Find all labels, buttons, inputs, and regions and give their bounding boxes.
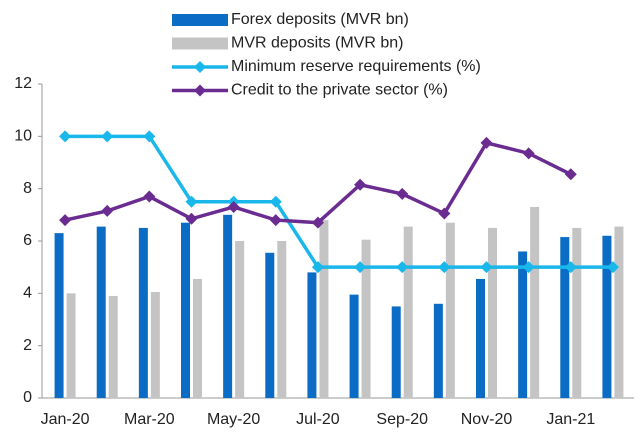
marker — [311, 261, 324, 274]
y-tick-label: 8 — [23, 180, 32, 197]
x-tick-label: Jan-20 — [41, 411, 90, 428]
x-tick-label: Jul-20 — [296, 411, 340, 428]
bar — [530, 206, 540, 398]
bar — [572, 227, 582, 398]
bar — [181, 222, 190, 398]
bar — [96, 226, 106, 398]
bar — [319, 220, 329, 398]
bar — [265, 252, 275, 398]
marker — [59, 214, 72, 227]
bar — [403, 226, 413, 398]
y-tick-label: 10 — [14, 128, 32, 145]
marker — [564, 168, 577, 181]
legend-label: Credit to the private sector (%) — [231, 82, 448, 99]
bar — [445, 222, 455, 398]
marker — [311, 216, 324, 229]
marker — [564, 261, 577, 274]
marker — [269, 214, 282, 227]
legend-label: MVR deposits (MVR bn) — [231, 35, 404, 52]
bar — [235, 241, 245, 398]
bar — [54, 233, 64, 398]
marker — [354, 178, 367, 191]
bar — [560, 237, 570, 398]
marker — [101, 130, 114, 143]
x-tick-label: May-20 — [207, 411, 260, 428]
marker — [438, 261, 451, 274]
line — [65, 134, 613, 269]
legend-swatch — [172, 37, 228, 50]
legend-swatch — [194, 61, 206, 73]
marker — [227, 200, 240, 213]
bar — [66, 293, 76, 398]
bar — [277, 241, 287, 398]
bar — [349, 294, 359, 398]
legend-swatch — [194, 84, 206, 97]
marker — [438, 207, 451, 220]
bar — [361, 239, 371, 398]
bar — [602, 235, 612, 398]
marker — [143, 190, 156, 203]
marker — [396, 187, 409, 200]
bar — [193, 278, 202, 398]
marker — [354, 261, 367, 274]
marker — [185, 212, 198, 225]
bar — [307, 272, 317, 398]
marker — [59, 130, 72, 143]
bar — [223, 214, 233, 398]
y-tick-label: 2 — [23, 337, 32, 354]
bar — [518, 251, 528, 398]
bar — [614, 226, 624, 398]
marker — [522, 261, 535, 274]
bar — [108, 295, 118, 398]
line — [64, 140, 572, 225]
marker — [143, 130, 156, 143]
y-tick-label: 0 — [23, 389, 32, 406]
marker — [480, 261, 493, 274]
marker — [522, 147, 535, 160]
x-tick-label: Sep-20 — [376, 411, 428, 428]
bar — [488, 227, 497, 398]
y-tick-label: 4 — [23, 285, 32, 302]
bar — [138, 227, 148, 398]
marker — [606, 261, 619, 274]
x-tick-label: Nov-20 — [461, 411, 513, 428]
marker — [396, 261, 409, 274]
marker — [480, 136, 493, 149]
y-tick-label: 12 — [14, 75, 32, 92]
legend-label: Forex deposits (MVR bn) — [231, 11, 409, 28]
bar — [391, 306, 401, 398]
y-tick-label: 6 — [23, 232, 32, 249]
legend-swatch — [172, 14, 228, 26]
marker — [101, 204, 114, 217]
marker — [269, 195, 282, 208]
bar — [150, 292, 160, 398]
x-tick-label: Mar-20 — [124, 411, 175, 428]
bar — [433, 303, 443, 398]
legend-label: Minimum reserve requirements (%) — [231, 58, 481, 75]
marker — [185, 195, 198, 208]
x-tick-label: Jan-21 — [546, 411, 595, 428]
bar — [476, 278, 485, 398]
